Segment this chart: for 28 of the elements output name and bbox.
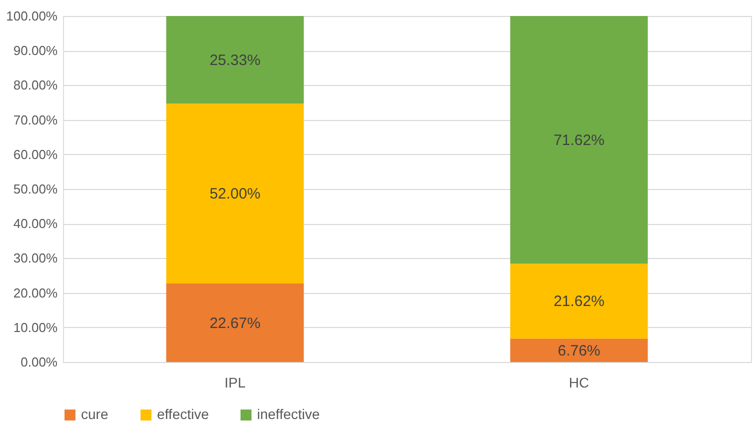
y-tick-label: 40.00% xyxy=(13,216,58,232)
y-tick-label: 0.00% xyxy=(20,354,58,370)
data-label: 6.76% xyxy=(558,342,600,360)
y-tick-label: 100.00% xyxy=(6,8,58,24)
bar xyxy=(510,338,648,362)
legend-label: ineffective xyxy=(257,406,320,422)
y-tick-label: 30.00% xyxy=(13,250,58,266)
bar xyxy=(166,104,304,284)
data-label: 25.33% xyxy=(210,52,260,69)
legend-label: effective xyxy=(157,406,210,422)
bar xyxy=(510,264,648,339)
legend-label: cure xyxy=(81,406,108,422)
x-tick-label: HC xyxy=(568,374,590,390)
y-tick-label: 70.00% xyxy=(13,112,58,128)
data-label: 22.67% xyxy=(210,314,260,332)
bar xyxy=(166,16,304,104)
y-tick-label: 50.00% xyxy=(13,182,58,196)
bar xyxy=(510,16,648,264)
data-label: 52.00% xyxy=(210,186,260,203)
y-tick-label: 60.00% xyxy=(13,146,58,162)
y-tick-label: 80.00% xyxy=(13,78,58,93)
y-tick-label: 90.00% xyxy=(13,43,58,58)
data-label: 21.62% xyxy=(554,293,604,310)
bar xyxy=(166,284,304,362)
y-tick-label: 20.00% xyxy=(13,285,58,300)
x-tick-label: IPL xyxy=(224,374,246,390)
data-label: 71.62% xyxy=(554,132,604,149)
y-tick-label: 10.00% xyxy=(13,320,58,335)
